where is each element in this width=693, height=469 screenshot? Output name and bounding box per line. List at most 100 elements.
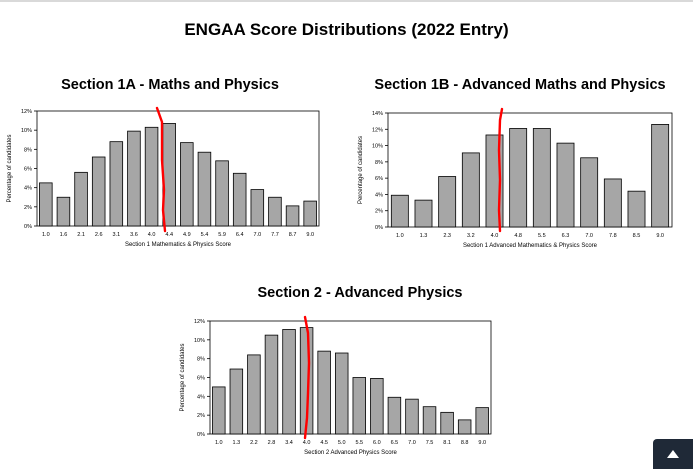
bar <box>162 123 176 227</box>
bar <box>509 128 528 228</box>
x-tick-label: 4.0 <box>303 440 311 446</box>
x-tick-label: 5.5 <box>538 233 546 239</box>
x-tick-label: 6.3 <box>562 233 570 239</box>
y-tick-label: 6% <box>24 167 32 173</box>
x-tick-label: 1.0 <box>42 232 50 238</box>
x-tick-label: 1.6 <box>60 232 68 238</box>
bar <box>232 172 247 227</box>
y-axis-label: Percentage of candidates <box>358 136 364 204</box>
chart-section-1a: 0% 2% 4% 6% 8% 10% 12% 1.0 1.6 2.1 2.6 3.1 3.6 4.0 4.4… <box>7 106 320 248</box>
bar <box>603 178 622 228</box>
y-tick-label: 4% <box>375 192 383 198</box>
x-axis-label: Section 1 Advanced Mathematics & Physics… <box>463 243 598 249</box>
y-tick-label: 2% <box>197 413 205 419</box>
bar <box>334 352 349 435</box>
bar <box>317 350 331 435</box>
x-axis-label: Section 2 Advanced Physics Score <box>304 450 397 456</box>
scroll-to-top-button[interactable] <box>653 439 693 469</box>
y-tick-label: 10% <box>21 128 32 134</box>
x-tick-label: 2.3 <box>443 233 451 239</box>
bar <box>532 128 551 228</box>
y-tick-label: 2% <box>375 209 383 215</box>
bar <box>264 334 279 435</box>
x-tick-label: 4.5 <box>320 440 328 446</box>
bar <box>556 142 575 228</box>
chart-title-section-2: Section 2 - Advanced Physics <box>257 285 463 301</box>
x-tick-label: 7.0 <box>408 440 416 446</box>
x-tick-label: 3.4 <box>285 440 293 446</box>
y-tick-label: 0% <box>375 225 383 231</box>
bar <box>144 126 159 227</box>
marker-line <box>155 106 167 233</box>
y-tick-label: 10% <box>194 338 205 344</box>
x-tick-label: 2.6 <box>95 232 103 238</box>
bar <box>390 194 409 228</box>
y-tick-label: 2% <box>24 205 32 211</box>
chart-title-section-1b: Section 1B - Advanced Maths and Physics <box>374 77 666 93</box>
x-tick-label: 6.5 <box>391 440 399 446</box>
y-tick-label: 6% <box>197 376 205 382</box>
bar <box>247 354 261 435</box>
y-tick-label: 8% <box>197 357 205 363</box>
bar <box>440 411 454 435</box>
x-tick-label: 3.2 <box>467 233 475 239</box>
bar <box>215 160 229 227</box>
chart-title-section-1a: Section 1A - Maths and Physics <box>61 77 279 93</box>
x-tick-label: 1.0 <box>396 233 404 239</box>
x-tick-label: 7.0 <box>585 233 593 239</box>
bar <box>303 200 317 227</box>
chevron-up-icon <box>667 450 679 458</box>
y-tick-label: 4% <box>197 394 205 400</box>
page-title: ENGAA Score Distributions (2022 Entry) <box>184 20 509 39</box>
bar <box>352 377 367 435</box>
bar <box>627 190 646 228</box>
x-tick-label: 8.7 <box>289 232 297 238</box>
y-axis-label: Percentage of candidates <box>7 134 13 202</box>
y-axis-label: Percentage of candidates <box>180 343 186 411</box>
y-tick-label: 0% <box>24 224 32 230</box>
chart-section-1b: 0% 2% 4% 6% 8% 10% 12% 14% 1.0 1.3 2.3 3.2 4.0 4.8 5.5… <box>358 107 673 249</box>
y-tick-label: 6% <box>375 176 383 182</box>
bar <box>414 199 433 228</box>
x-tick-label: 6.4 <box>236 232 244 238</box>
y-tick-label: 12% <box>372 127 383 133</box>
bar <box>405 398 419 435</box>
bar <box>109 141 124 227</box>
y-tick-label: 8% <box>375 160 383 166</box>
x-tick-label: 9.0 <box>656 233 664 239</box>
bar <box>461 152 480 228</box>
bar <box>56 196 71 227</box>
bar <box>212 386 226 435</box>
x-tick-label: 4.4 <box>165 232 173 238</box>
bar <box>457 419 472 435</box>
bar <box>651 123 670 228</box>
bar <box>282 329 296 435</box>
x-tick-label: 7.7 <box>271 232 279 238</box>
bar <box>475 407 489 435</box>
y-tick-label: 0% <box>197 432 205 438</box>
x-tick-label: 1.0 <box>215 440 223 446</box>
x-tick-label: 2.1 <box>77 232 85 238</box>
x-tick-label: 9.0 <box>306 232 314 238</box>
x-tick-label: 8.1 <box>443 440 451 446</box>
x-tick-label: 1.3 <box>233 440 241 446</box>
y-tick-label: 12% <box>194 319 205 325</box>
y-tick-label: 10% <box>372 144 383 150</box>
bar <box>197 151 212 227</box>
plot-frame <box>387 112 673 228</box>
marker-line <box>497 107 504 233</box>
x-tick-label: 5.5 <box>355 440 363 446</box>
x-tick-label: 4.0 <box>491 233 499 239</box>
bar <box>229 368 244 435</box>
x-tick-label: 9.0 <box>478 440 486 446</box>
bar <box>387 396 402 435</box>
top-divider <box>0 0 693 2</box>
x-tick-label: 2.8 <box>268 440 276 446</box>
x-tick-label: 7.8 <box>609 233 617 239</box>
bar <box>180 142 194 227</box>
bar <box>268 196 282 227</box>
y-tick-label: 12% <box>21 109 32 115</box>
x-tick-label: 5.0 <box>338 440 346 446</box>
bar <box>422 406 437 435</box>
y-tick-label: 14% <box>372 111 383 117</box>
